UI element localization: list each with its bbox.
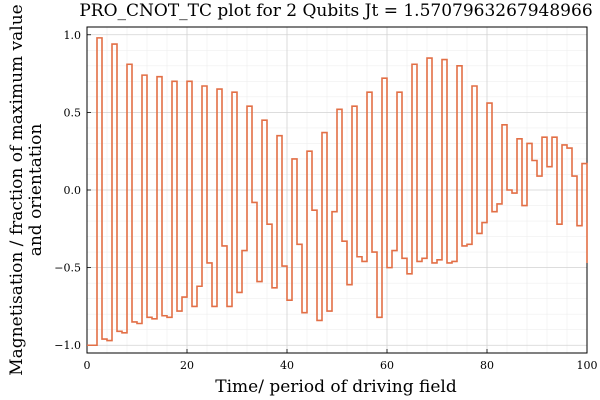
y-tick-label: 0.0 <box>64 184 82 197</box>
x-axis-label: Time/ period of driving field <box>215 377 457 397</box>
tick-labels: 0 20 40 60 80 100 −1.0 −0.5 0.0 0.5 1.0 <box>54 29 597 372</box>
y-tick-label: 1.0 <box>64 29 82 42</box>
x-tick-label: 20 <box>180 359 194 372</box>
y-tick-label: −1.0 <box>54 339 81 352</box>
ticks <box>86 34 588 353</box>
x-tick-label: 40 <box>280 359 294 372</box>
x-tick-label: 0 <box>84 359 91 372</box>
series-layer <box>87 37 588 347</box>
y-tick-label: 0.5 <box>64 106 82 119</box>
x-tick-label: 80 <box>480 359 494 372</box>
y-axis-label-line2: and orientation <box>26 124 46 257</box>
chart-title: PRO_CNOT_TC plot for 2 Qubits Jt = 1.570… <box>79 1 592 21</box>
x-tick-label: 60 <box>380 359 394 372</box>
y-tick-label: −0.5 <box>54 262 81 275</box>
x-tick-label: 100 <box>577 359 598 372</box>
series-line-magnetisation <box>87 37 588 347</box>
y-axis-label-line1: Magnetisation / fraction of maximum valu… <box>7 4 27 375</box>
